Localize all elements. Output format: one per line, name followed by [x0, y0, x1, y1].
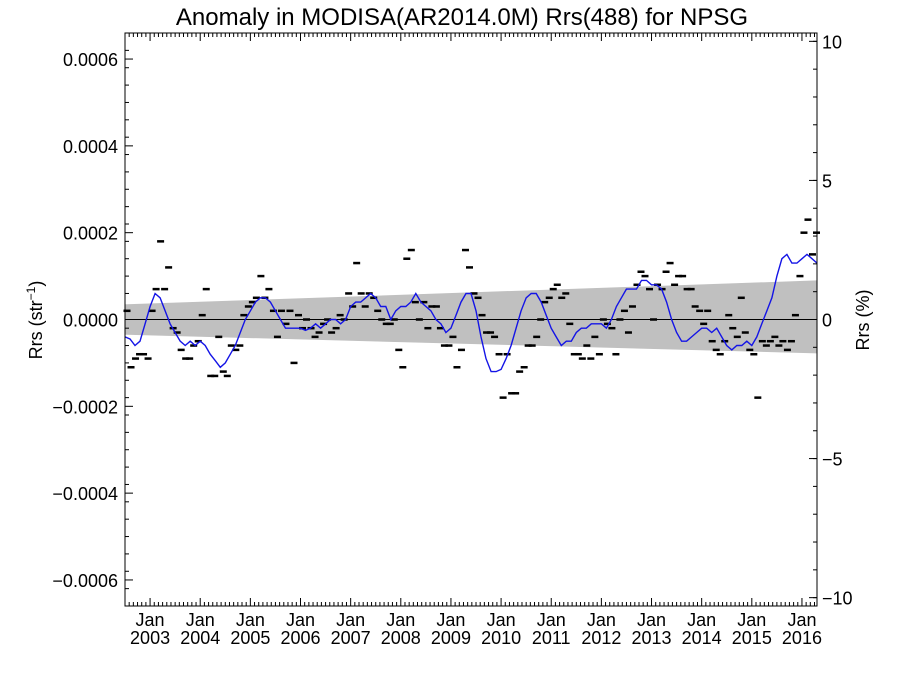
x-tick-month-label: Jan	[537, 610, 566, 630]
y-axis-label-unit-superscript: −1	[24, 286, 38, 300]
y-tick-label-left: 0.0006	[63, 50, 118, 70]
x-tick-year-label: 2015	[732, 628, 772, 648]
y-axis-label-left: Rrs (str−1)	[24, 281, 46, 360]
x-tick-year-label: 2003	[130, 628, 170, 648]
y-tick-label-left: 0.0002	[63, 224, 118, 244]
plot-area	[123, 218, 820, 399]
y-tick-label-right: 10	[822, 32, 842, 52]
x-tick-year-label: 2016	[782, 628, 822, 648]
x-tick-month-label: Jan	[487, 610, 516, 630]
x-tick-year-label: 2008	[381, 628, 421, 648]
x-tick-year-label: 2007	[331, 628, 371, 648]
y-tick-label-left: −0.0006	[52, 571, 118, 591]
confidence-band	[125, 280, 817, 354]
running-mean-line	[124, 253, 818, 373]
x-tick-month-label: Jan	[336, 610, 365, 630]
x-tick-month-label: Jan	[587, 610, 616, 630]
x-tick-month-label: Jan	[637, 610, 666, 630]
x-tick-year-label: 2009	[431, 628, 471, 648]
x-tick-month-label: Jan	[186, 610, 215, 630]
x-tick-year-label: 2005	[230, 628, 270, 648]
x-tick-month-label: Jan	[286, 610, 315, 630]
x-tick-month-label: Jan	[236, 610, 265, 630]
y-tick-label-left: 0.0000	[63, 311, 118, 331]
x-tick-month-label: Jan	[687, 610, 716, 630]
y-axis-label-right: Rrs (%)	[853, 290, 873, 351]
x-tick-month-label: Jan	[386, 610, 415, 630]
y-tick-label-right: −5	[822, 450, 843, 470]
x-tick-month-label: Jan	[737, 610, 766, 630]
x-tick-year-label: 2004	[180, 628, 220, 648]
y-tick-label-right: 0	[822, 311, 832, 331]
x-tick-year-label: 2011	[532, 628, 571, 648]
y-tick-label-right: 5	[822, 171, 832, 191]
y-tick-label-left: −0.0004	[52, 484, 118, 504]
x-tick-year-label: 2006	[280, 628, 320, 648]
axes: 0.0006 0.0004 0.0002 0.0000 −0.0002 −0.0004 −0…	[52, 32, 852, 648]
x-tick-year-label: 2014	[682, 628, 722, 648]
chart-title: Anomaly in MODISA(AR2014.0M) Rrs(488) fo…	[176, 4, 748, 31]
x-tick-year-label: 2010	[481, 628, 521, 648]
x-tick-year-label: 2012	[581, 628, 621, 648]
y-tick-label-left: 0.0004	[63, 137, 118, 157]
x-tick-month-label: Jan	[436, 610, 465, 630]
y-tick-label-left: −0.0002	[52, 397, 118, 417]
y-tick-label-right: −10	[822, 589, 853, 609]
x-tick-year-label: 2013	[631, 628, 671, 648]
x-tick-month-label: Jan	[787, 610, 816, 630]
x-tick-month-label: Jan	[136, 610, 165, 630]
